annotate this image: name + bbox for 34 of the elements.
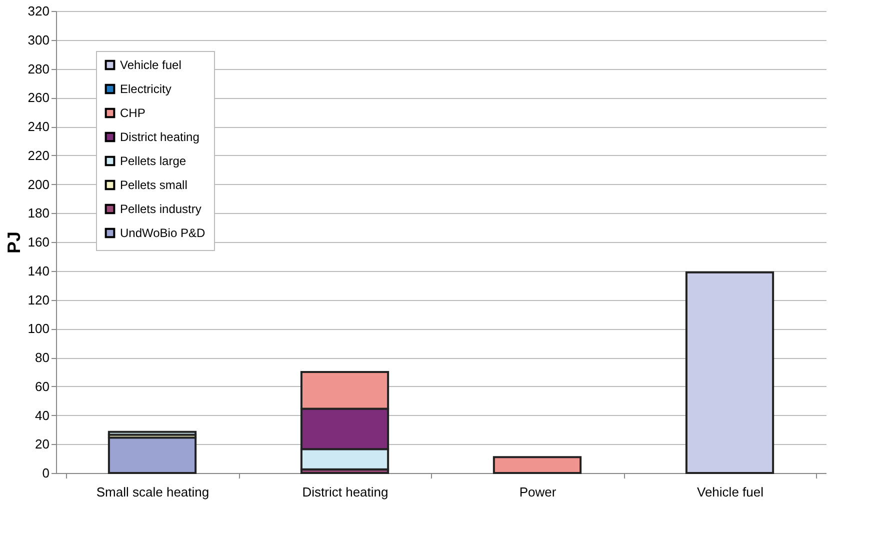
y-tick-label: 180 xyxy=(28,206,50,221)
y-tick-label: 20 xyxy=(35,436,50,452)
y-tick-label: 240 xyxy=(28,119,50,134)
x-tick-label: Power xyxy=(519,484,557,500)
legend-label: District heating xyxy=(120,130,200,144)
y-tick-label: 280 xyxy=(28,61,50,76)
y-tick-label: 60 xyxy=(35,378,50,394)
legend-label: Electricity xyxy=(120,82,172,96)
y-tick-label: 320 xyxy=(28,4,50,18)
y-tick-label: 140 xyxy=(28,263,50,278)
x-tick-label: Small scale heating xyxy=(96,484,210,500)
bar xyxy=(492,456,582,474)
x-tick-label: District heating xyxy=(302,484,388,500)
legend-label: Pellets industry xyxy=(120,202,202,216)
y-tick-label: 300 xyxy=(28,32,50,48)
bar xyxy=(685,271,774,474)
bar xyxy=(108,430,197,436)
y-tick-label: 80 xyxy=(35,350,50,365)
y-tick-label: 40 xyxy=(35,408,50,423)
y-tick-label: 120 xyxy=(28,292,50,308)
y-tick-label: 220 xyxy=(28,148,50,163)
legend-label: Vehicle fuel xyxy=(120,58,182,72)
legend-label: CHP xyxy=(120,106,146,120)
y-tick-label: 200 xyxy=(28,176,50,192)
y-tick-label: 260 xyxy=(28,90,50,106)
y-tick-label: 100 xyxy=(28,321,50,336)
legend-label: Pellets small xyxy=(120,178,188,192)
y-tick-label: 0 xyxy=(42,466,50,480)
bar xyxy=(108,436,197,474)
legend-label: UndWoBio P&D xyxy=(120,226,206,240)
y-axis-title: PJ xyxy=(4,231,24,254)
x-tick-label: Vehicle fuel xyxy=(697,484,764,500)
legend-label: Pellets large xyxy=(120,154,186,168)
y-tick-label: 160 xyxy=(28,234,50,250)
